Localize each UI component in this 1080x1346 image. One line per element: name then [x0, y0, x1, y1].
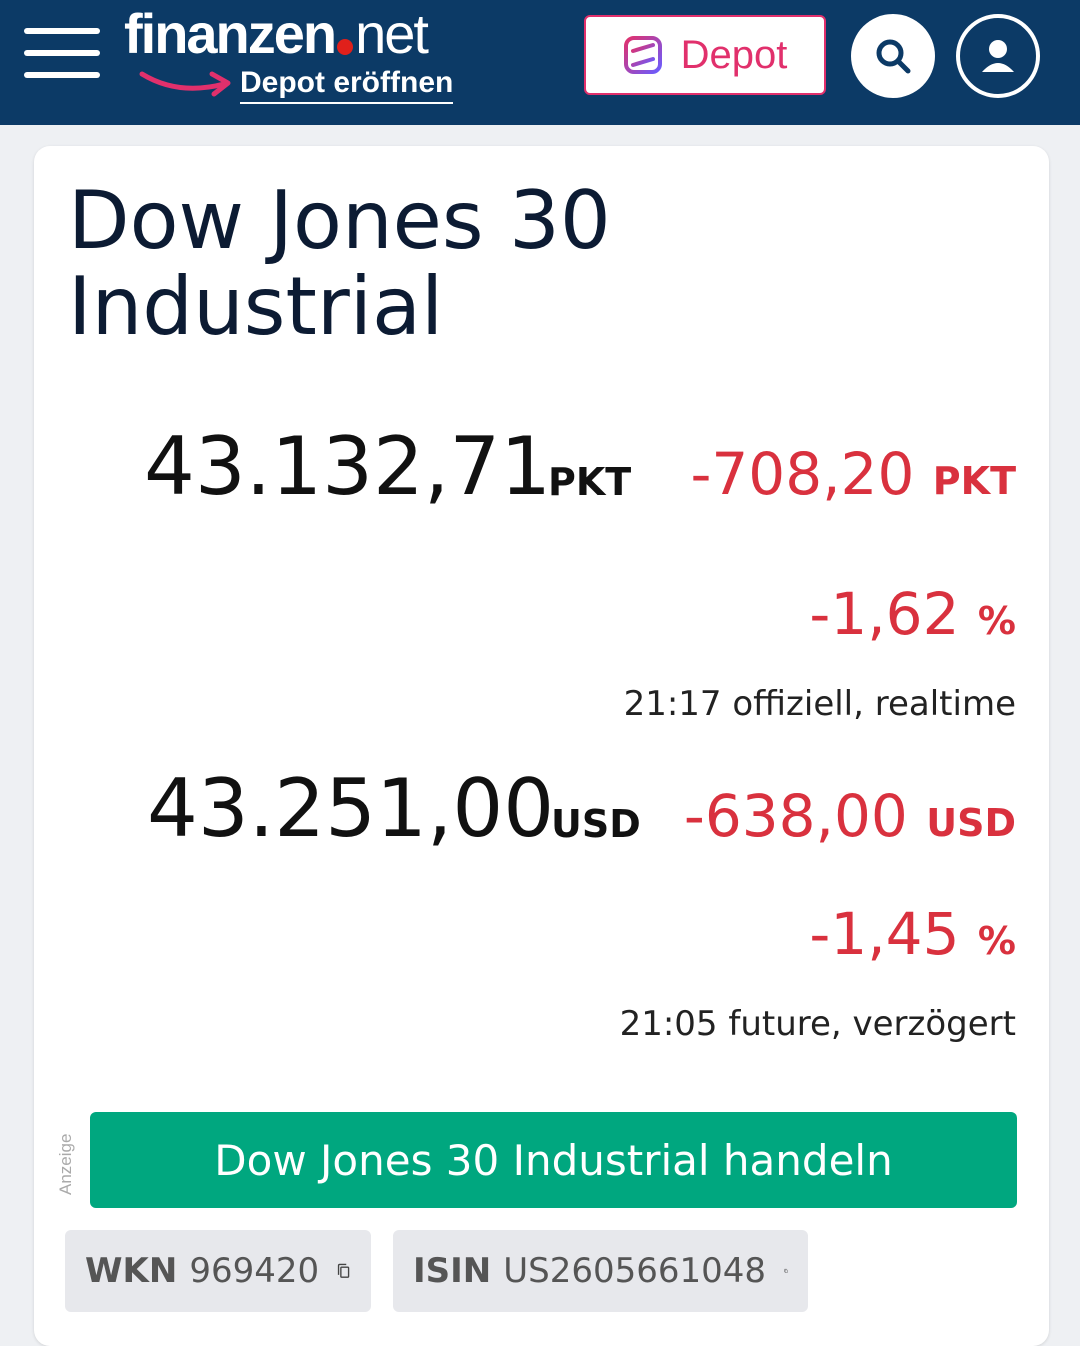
site-logo[interactable]: finanzen net [124, 2, 429, 66]
copy-icon[interactable] [337, 1251, 351, 1291]
future-change-unit: USD [926, 801, 1016, 845]
price-change-value: -708,20 [690, 440, 915, 508]
isin-chip[interactable]: ISIN US2605661048 [393, 1230, 808, 1312]
logo-suffix: net [355, 2, 429, 65]
search-icon [876, 39, 911, 74]
copy-icon[interactable] [784, 1251, 788, 1291]
isin-label: ISIN [413, 1251, 492, 1291]
quote-meta: 21:17 offiziell, realtime [623, 684, 1016, 724]
wkn-value: 969420 [189, 1251, 320, 1291]
future-price-unit: USD [551, 802, 641, 846]
wkn-chip[interactable]: WKN 969420 [65, 1230, 371, 1312]
price-value: 43.132,71 [144, 420, 552, 513]
price-change-percent-value: -1,62 [809, 580, 960, 648]
price-change-unit: PKT [932, 459, 1016, 503]
depot-button-label: Depot [680, 32, 788, 77]
wkn-label: WKN [85, 1251, 178, 1291]
depot-logo-icon [623, 36, 662, 74]
logo-dot [337, 39, 354, 55]
user-button[interactable] [956, 14, 1040, 98]
future-price-change: -638,00 USD [684, 782, 1016, 850]
price-unit: PKT [548, 460, 632, 504]
user-icon [982, 40, 1014, 72]
future-price-value: 43.251,00 [147, 762, 555, 855]
top-header: finanzen net Depot eröffnen Depot [0, 0, 1080, 125]
percent-unit: % [977, 599, 1016, 643]
ad-label: Anzeige [56, 1133, 75, 1195]
price-change: -708,20 PKT [690, 440, 1016, 508]
future-change-value: -638,00 [683, 782, 908, 850]
future-change-percent: -1,45 % [809, 900, 1016, 968]
search-button[interactable] [851, 14, 935, 98]
future-change-percent-value: -1,45 [809, 900, 960, 968]
trade-button[interactable]: Dow Jones 30 Industrial handeln [90, 1112, 1017, 1208]
isin-value: US2605661048 [503, 1251, 767, 1291]
future-quote-meta: 21:05 future, verzögert [619, 1004, 1016, 1044]
future-percent-unit: % [977, 919, 1016, 963]
depot-button[interactable]: Depot [584, 15, 826, 95]
depot-open-link[interactable]: Depot eröffnen [240, 66, 454, 104]
menu-icon[interactable] [24, 28, 102, 84]
price-change-percent: -1,62 % [809, 580, 1016, 648]
arrow-icon [139, 71, 231, 97]
page-title: Dow Jones 30 Industrial [68, 174, 611, 353]
logo-prefix: finanzen [124, 2, 337, 65]
